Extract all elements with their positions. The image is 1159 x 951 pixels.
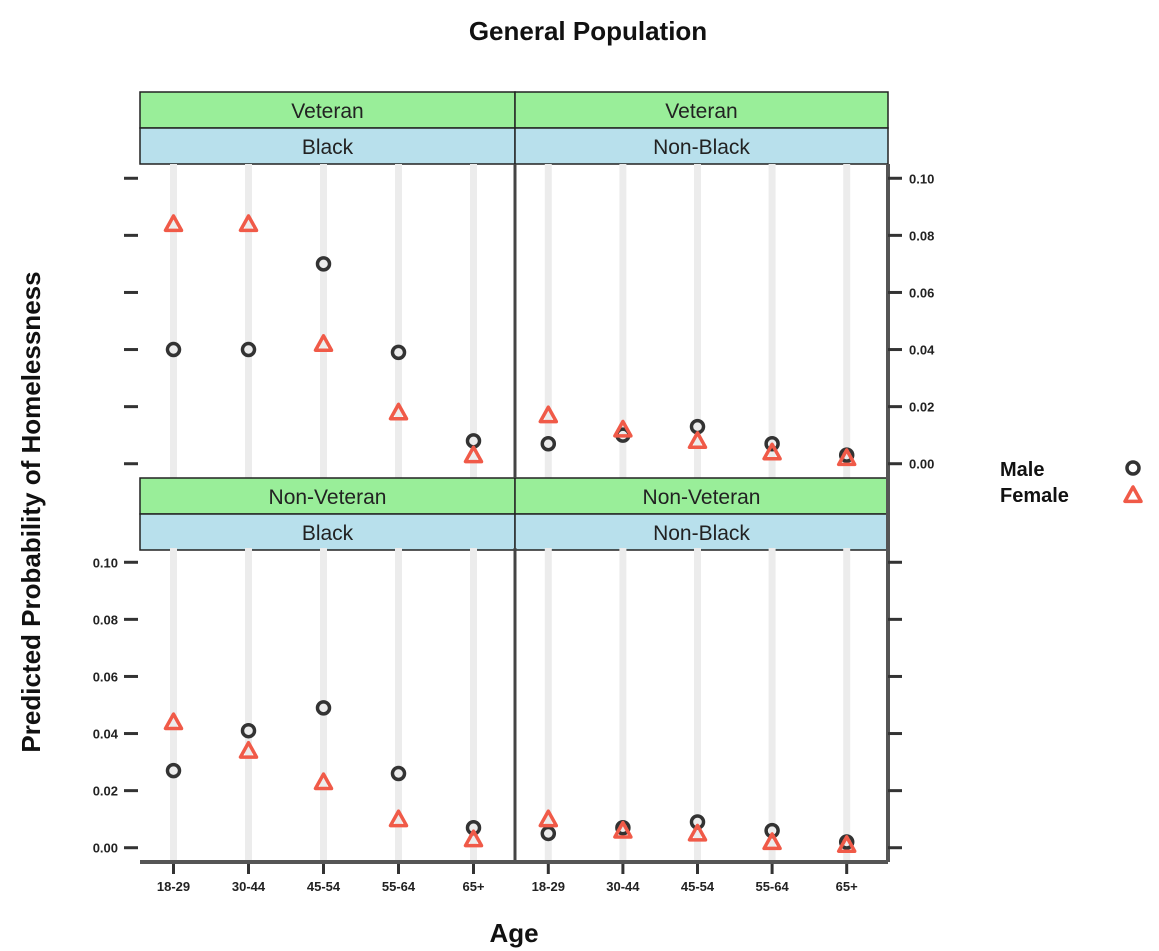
y-axis-title: Predicted Probability of Homelessness [16, 271, 46, 752]
female-point [762, 442, 782, 461]
panel-strip-outer [139, 477, 516, 515]
x-tick-label: 65+ [462, 879, 484, 894]
panel-1: Veteran Black [139, 91, 516, 478]
panel-strip-outer-label: Veteran [291, 100, 363, 123]
panels-layer: Veteran Black Veteran Non-Black Non-Veteran B… [139, 91, 889, 862]
panel-2: Veteran Non-Black [514, 91, 889, 478]
male-point [540, 825, 557, 842]
panel-strip-outer-label: Veteran [665, 100, 737, 123]
panel-strip-outer [514, 91, 889, 129]
y-tick-label: 0.08 [909, 228, 934, 243]
female-point [163, 214, 184, 233]
panel-strip-inner-label: Non-Black [653, 522, 750, 545]
panel-strip-outer [139, 91, 516, 129]
female-point [613, 820, 633, 839]
y-tick-label: 0.04 [909, 343, 935, 358]
male-point [315, 256, 332, 272]
panel-strip-inner [139, 513, 516, 551]
female-point [762, 832, 782, 851]
male-point [390, 765, 407, 782]
female-point [613, 419, 633, 438]
legend-label: Male [1000, 459, 1044, 481]
panel-strip-outer-label: Non-Veteran [643, 486, 761, 509]
female-point [238, 214, 259, 233]
female-point [313, 334, 334, 352]
female-point [463, 445, 484, 464]
panel-strip-inner-label: Non-Black [653, 136, 750, 159]
legend-female-symbol [1123, 485, 1143, 504]
chart-title: General Population [469, 16, 707, 46]
female-point [836, 835, 857, 854]
panel-strip-outer-label: Non-Veteran [269, 486, 387, 509]
legend-label: Female [1000, 485, 1069, 507]
female-point [238, 740, 259, 759]
x-tick-label: 30-44 [232, 879, 266, 894]
axes-layer: 0.00 0.00 0.02 0.02 0.04 0.04 0.06 0.06 0.08 0.08… [93, 164, 935, 894]
male-point [390, 344, 407, 361]
female-point [538, 809, 559, 828]
male-point [315, 700, 332, 716]
y-tick-label: 0.06 [93, 669, 118, 684]
female-point [388, 402, 409, 421]
panel-3: Non-Veteran Black [139, 477, 516, 862]
male-point [240, 722, 257, 739]
female-point [388, 809, 409, 828]
female-point [538, 405, 559, 424]
female-point [163, 712, 184, 731]
y-tick-label: 0.02 [93, 784, 118, 799]
panel-strip-inner-label: Black [302, 522, 354, 545]
legend-male-symbol [1125, 460, 1141, 476]
x-tick-label: 18-29 [532, 879, 565, 894]
x-tick-label: 18-29 [157, 879, 190, 894]
female-point [687, 431, 708, 450]
female-point [463, 829, 484, 848]
y-tick-label: 0.10 [93, 555, 118, 570]
female-point [313, 772, 334, 791]
panel-strip-inner [514, 127, 889, 165]
panel-strip-inner-label: Black [302, 136, 354, 159]
male-point [764, 435, 780, 452]
male-point [165, 762, 182, 779]
x-tick-label: 45-54 [681, 879, 715, 894]
x-axis-title: Age [489, 918, 538, 948]
male-point [165, 341, 182, 358]
female-point [836, 448, 857, 467]
female-point [687, 823, 708, 842]
panel-4: Non-Veteran Non-Black [514, 477, 889, 862]
y-tick-label: 0.04 [93, 727, 119, 742]
y-tick-label: 0.00 [93, 841, 118, 856]
y-tick-label: 0.00 [909, 457, 934, 472]
male-point [240, 341, 257, 358]
y-tick-label: 0.02 [909, 400, 934, 415]
panel-strip-inner [139, 127, 516, 165]
x-tick-label: 55-64 [755, 879, 789, 894]
panel-strip-outer [514, 477, 889, 515]
x-tick-label: 30-44 [606, 879, 640, 894]
x-tick-label: 65+ [836, 879, 858, 894]
y-tick-label: 0.06 [909, 285, 934, 300]
x-tick-label: 45-54 [307, 879, 341, 894]
legend: Male Female [1000, 459, 1143, 507]
y-tick-label: 0.08 [93, 612, 118, 627]
male-point [540, 435, 557, 452]
x-tick-label: 55-64 [382, 879, 416, 894]
y-tick-label: 0.10 [909, 171, 934, 186]
